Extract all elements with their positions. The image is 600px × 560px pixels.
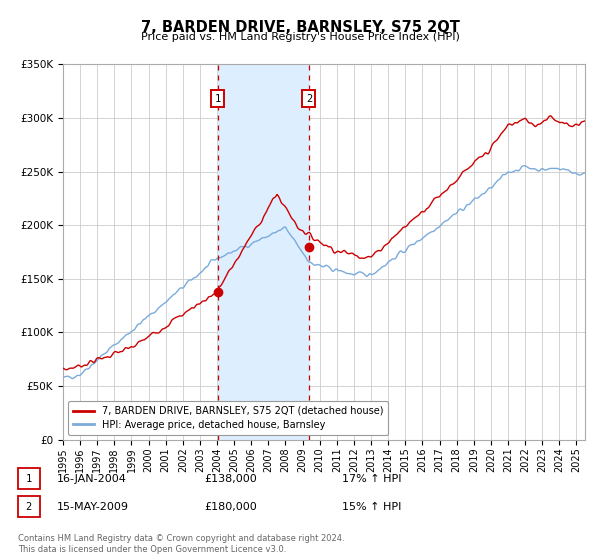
Legend: 7, BARDEN DRIVE, BARNSLEY, S75 2QT (detached house), HPI: Average price, detache: 7, BARDEN DRIVE, BARNSLEY, S75 2QT (deta… xyxy=(68,401,388,435)
Text: 1: 1 xyxy=(26,474,32,484)
Text: 2: 2 xyxy=(26,502,32,512)
Text: 2: 2 xyxy=(306,94,312,104)
Text: 17% ↑ HPI: 17% ↑ HPI xyxy=(342,474,401,484)
Text: 15% ↑ HPI: 15% ↑ HPI xyxy=(342,502,401,512)
Text: 16-JAN-2004: 16-JAN-2004 xyxy=(57,474,127,484)
Text: 1: 1 xyxy=(215,94,221,104)
Text: Price paid vs. HM Land Registry's House Price Index (HPI): Price paid vs. HM Land Registry's House … xyxy=(140,32,460,43)
Text: Contains HM Land Registry data © Crown copyright and database right 2024.: Contains HM Land Registry data © Crown c… xyxy=(18,534,344,543)
Text: 15-MAY-2009: 15-MAY-2009 xyxy=(57,502,129,512)
Text: £180,000: £180,000 xyxy=(204,502,257,512)
Text: 7, BARDEN DRIVE, BARNSLEY, S75 2QT: 7, BARDEN DRIVE, BARNSLEY, S75 2QT xyxy=(140,20,460,35)
Text: This data is licensed under the Open Government Licence v3.0.: This data is licensed under the Open Gov… xyxy=(18,545,286,554)
Bar xyxy=(218,64,309,440)
Text: £138,000: £138,000 xyxy=(204,474,257,484)
